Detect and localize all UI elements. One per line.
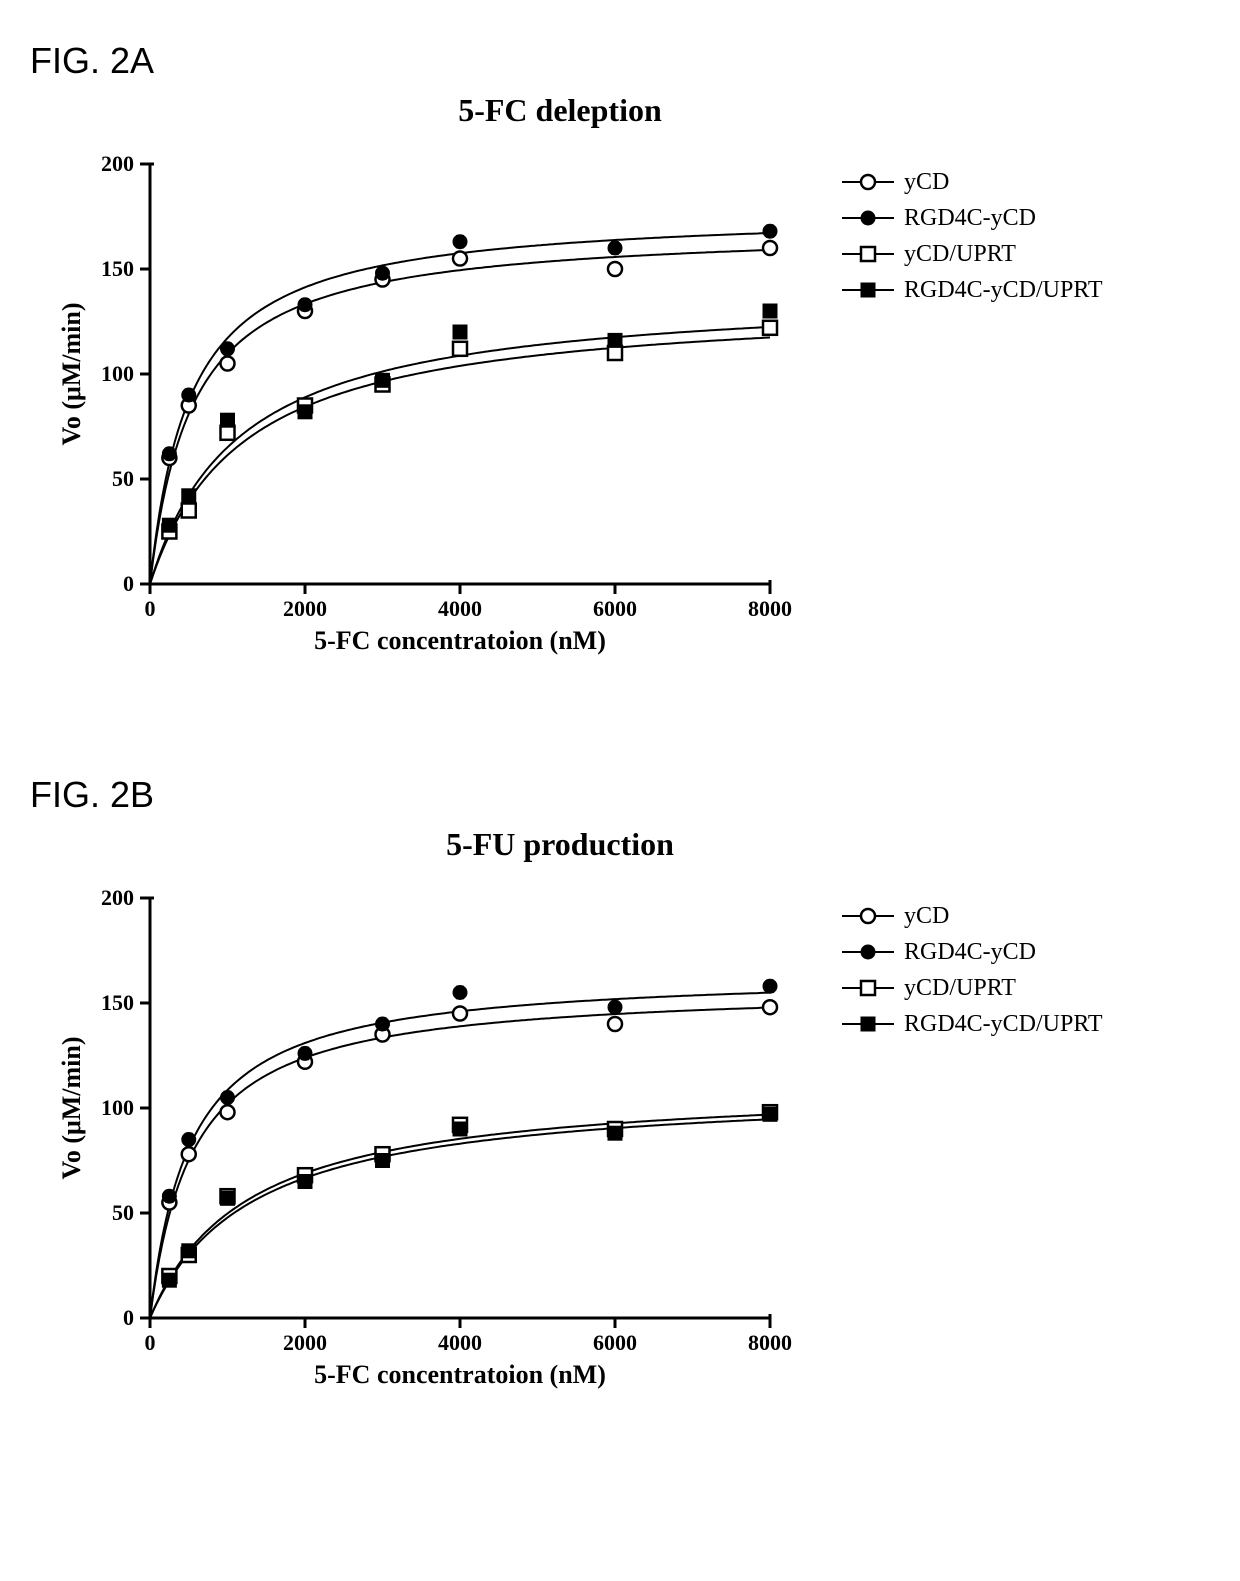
svg-text:5-FC concentratoion (nM): 5-FC concentratoion (nM) (314, 1360, 606, 1389)
svg-text:2000: 2000 (283, 1330, 327, 1355)
svg-text:4000: 4000 (438, 596, 482, 621)
svg-text:0: 0 (145, 1330, 156, 1355)
legend-item: RGD4C-yCD/UPRT (840, 272, 1103, 308)
legend-marker-icon (840, 904, 896, 928)
svg-text:150: 150 (101, 256, 134, 281)
legend-label: RGD4C-yCD/UPRT (896, 277, 1103, 304)
svg-text:50: 50 (112, 1200, 134, 1225)
svg-text:8000: 8000 (748, 596, 792, 621)
legend-label: yCD/UPRT (896, 241, 1016, 268)
figure-2b-title: 5-FU production (220, 826, 900, 863)
legend-item: yCD/UPRT (840, 236, 1103, 272)
legend-item: yCD (840, 164, 1103, 200)
legend-marker-icon (840, 278, 896, 302)
figure-2a-panel: FIG. 2A 5-FC deleption 05010015020002000… (30, 40, 1210, 674)
legend-label: yCD (896, 903, 949, 930)
legend-item: yCD/UPRT (840, 970, 1103, 1006)
figure-2b-chart-wrap: 050100150200020004000600080005-FC concen… (30, 868, 1210, 1408)
page: FIG. 2A 5-FC deleption 05010015020002000… (0, 0, 1240, 1581)
legend-item: RGD4C-yCD/UPRT (840, 1006, 1103, 1042)
svg-text:8000: 8000 (748, 1330, 792, 1355)
figure-2b-legend: yCD RGD4C-yCD yCD/UPRT RGD4C-yCD/UPRT (830, 868, 1103, 1042)
svg-text:200: 200 (101, 885, 134, 910)
figure-2a-legend: yCD RGD4C-yCD yCD/UPRT RGD4C-yCD/UPRT (830, 134, 1103, 308)
figure-2a-title: 5-FC deleption (220, 92, 900, 129)
svg-text:4000: 4000 (438, 1330, 482, 1355)
legend-label: yCD/UPRT (896, 975, 1016, 1002)
svg-text:2000: 2000 (283, 596, 327, 621)
svg-text:6000: 6000 (593, 1330, 637, 1355)
svg-text:6000: 6000 (593, 596, 637, 621)
figure-2a-label: FIG. 2A (30, 40, 1210, 82)
legend-label: RGD4C-yCD/UPRT (896, 1011, 1103, 1038)
figure-2b-chart: 050100150200020004000600080005-FC concen… (30, 868, 830, 1408)
legend-item: yCD (840, 898, 1103, 934)
svg-text:100: 100 (101, 1095, 134, 1120)
legend-marker-icon (840, 976, 896, 1000)
legend-marker-icon (840, 940, 896, 964)
svg-text:50: 50 (112, 466, 134, 491)
legend-item: RGD4C-yCD (840, 934, 1103, 970)
svg-text:Vo (μM/min): Vo (μM/min) (57, 302, 86, 445)
svg-text:5-FC concentratoion (nM): 5-FC concentratoion (nM) (314, 626, 606, 655)
figure-2a-chart: 050100150200020004000600080005-FC concen… (30, 134, 830, 674)
svg-text:200: 200 (101, 151, 134, 176)
legend-item: RGD4C-yCD (840, 200, 1103, 236)
legend-marker-icon (840, 1012, 896, 1036)
figure-2b-panel: FIG. 2B 5-FU production 0501001502000200… (30, 774, 1210, 1408)
figure-2b-label: FIG. 2B (30, 774, 1210, 816)
svg-text:0: 0 (145, 596, 156, 621)
figure-2a-chart-wrap: 050100150200020004000600080005-FC concen… (30, 134, 1210, 674)
svg-text:Vo (μM/min): Vo (μM/min) (57, 1036, 86, 1179)
legend-label: yCD (896, 169, 949, 196)
legend-label: RGD4C-yCD (896, 939, 1036, 966)
svg-text:0: 0 (123, 571, 134, 596)
legend-marker-icon (840, 206, 896, 230)
legend-marker-icon (840, 242, 896, 266)
svg-text:0: 0 (123, 1305, 134, 1330)
svg-text:150: 150 (101, 990, 134, 1015)
legend-label: RGD4C-yCD (896, 205, 1036, 232)
svg-text:100: 100 (101, 361, 134, 386)
legend-marker-icon (840, 170, 896, 194)
